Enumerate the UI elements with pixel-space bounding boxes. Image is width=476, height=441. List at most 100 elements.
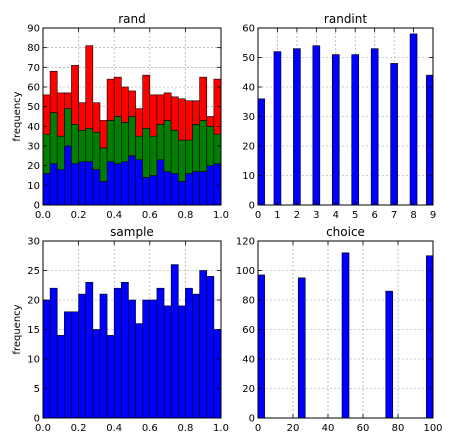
bar-bin25 <box>213 329 222 419</box>
bar-series1-bin2 <box>49 163 58 206</box>
y-tick-label: 80 <box>27 43 40 54</box>
y-tick-label: 20 <box>27 161 40 172</box>
bar-series3-bin24 <box>206 116 215 127</box>
bar-bin4 <box>64 311 72 419</box>
bar-series2-bin9 <box>99 147 108 182</box>
bar-series2-bin1 <box>42 133 51 174</box>
bar-series1-bin6 <box>78 161 87 206</box>
bar-bin19 <box>170 264 179 419</box>
bar-bin7 <box>85 281 94 419</box>
x-tick-label: 20 <box>287 423 300 434</box>
x-tick-label: 5 <box>352 210 358 221</box>
bar-50 <box>341 252 350 419</box>
bar-series2-bin15 <box>142 128 151 178</box>
bar-9 <box>426 74 434 206</box>
y-axis-label: frequency <box>12 91 23 141</box>
bar-series3-bin20 <box>177 98 186 141</box>
y-tick-label: 40 <box>242 355 255 366</box>
y-tick-label: 50 <box>27 102 40 113</box>
bar-series3-bin12 <box>121 86 129 123</box>
x-tick-label: 3 <box>313 210 319 221</box>
bar-bin15 <box>142 299 151 419</box>
bar-series3-bin11 <box>113 76 122 117</box>
bar-series1-bin3 <box>56 169 65 206</box>
y-tick-label: 0 <box>249 201 255 212</box>
bar-series2-bin5 <box>71 124 79 165</box>
bar-bin14 <box>135 323 143 419</box>
x-tick-label: 6 <box>371 210 377 221</box>
bar-75 <box>385 290 394 419</box>
x-tick-label: 0 <box>255 210 261 221</box>
bar-series2-bin17 <box>156 124 165 161</box>
y-tick-label: 15 <box>27 325 40 336</box>
bar-series3-bin4 <box>64 92 72 109</box>
x-tick-label: 0 <box>255 423 261 434</box>
bar-1 <box>273 51 282 206</box>
bar-bin23 <box>199 270 208 419</box>
bar-series3-bin3 <box>56 92 65 137</box>
bar-series2-bin11 <box>113 116 122 165</box>
y-tick-label: 0 <box>249 414 255 425</box>
bar-25 <box>297 277 306 419</box>
bar-series3-bin16 <box>149 94 158 137</box>
bar-series2-bin13 <box>128 116 136 157</box>
x-tick-label: 1.0 <box>213 423 229 434</box>
y-tick-label: 100 <box>236 266 255 277</box>
bar-series2-bin10 <box>106 120 115 163</box>
x-tick-label: 80 <box>392 423 405 434</box>
bar-series2-bin16 <box>149 135 158 176</box>
y-tick-label: 10 <box>242 171 255 182</box>
y-tick-label: 60 <box>27 83 40 94</box>
bar-series3-bin5 <box>71 65 79 125</box>
bar-series1-bin7 <box>85 161 94 206</box>
bar-4 <box>331 54 340 206</box>
bar-bin24 <box>206 276 215 419</box>
bar-6 <box>370 48 379 206</box>
bar-series1-bin11 <box>113 163 122 206</box>
x-tick-label: 7 <box>391 210 397 221</box>
y-tick-label: 30 <box>27 237 40 248</box>
bar-series2-bin18 <box>163 120 172 172</box>
axes-frame <box>42 27 222 206</box>
bar-series1-bin1 <box>42 173 51 206</box>
bar-series3-bin17 <box>156 94 165 125</box>
y-tick-label: 40 <box>27 122 40 133</box>
bar-bin22 <box>192 293 200 419</box>
bar-series2-bin22 <box>192 124 200 172</box>
bar-series2-bin21 <box>185 139 193 174</box>
bar-series3-bin13 <box>128 90 136 117</box>
x-tick-label: 0.4 <box>106 210 122 221</box>
bar-series1-bin5 <box>71 163 79 206</box>
bar-bin21 <box>185 287 193 419</box>
bar-series1-bin17 <box>156 159 165 206</box>
bar-series2-bin24 <box>206 126 215 166</box>
bar-100 <box>426 255 434 419</box>
x-tick-label: 4 <box>333 210 339 221</box>
bar-series2-bin12 <box>121 122 129 163</box>
x-tick-label: 0.6 <box>142 210 158 221</box>
bar-5 <box>351 54 360 206</box>
bar-series3-bin8 <box>92 102 101 133</box>
bar-series1-bin25 <box>213 163 222 206</box>
y-tick-label: 30 <box>242 112 255 123</box>
y-tick-label: 20 <box>27 296 40 307</box>
y-tick-label: 5 <box>34 384 40 395</box>
bar-series2-bin8 <box>92 131 101 170</box>
y-tick-label: 60 <box>242 24 255 35</box>
bar-bin3 <box>56 335 65 419</box>
bar-series3-bin1 <box>42 94 51 135</box>
y-tick-label: 0 <box>34 201 40 212</box>
bar-series1-bin23 <box>199 171 208 206</box>
y-tick-label: 40 <box>242 83 255 94</box>
subplot-rand: 0 10 20 30 40 50 60 70 80 90 0.0 0.2 0.4 0.6 0.8 1.0 ran… <box>12 12 229 221</box>
bar-series3-bin23 <box>199 76 208 121</box>
bar-bin13 <box>128 299 136 419</box>
bar-series2-bin19 <box>170 129 179 174</box>
x-tick-label: 0.8 <box>177 210 193 221</box>
bar-series3-bin19 <box>170 96 179 131</box>
x-tick-label: 1 <box>274 210 280 221</box>
bar-2 <box>293 48 301 206</box>
bar-0 <box>257 98 265 206</box>
bar-series1-bin24 <box>206 165 215 206</box>
bar-bin20 <box>177 305 186 419</box>
